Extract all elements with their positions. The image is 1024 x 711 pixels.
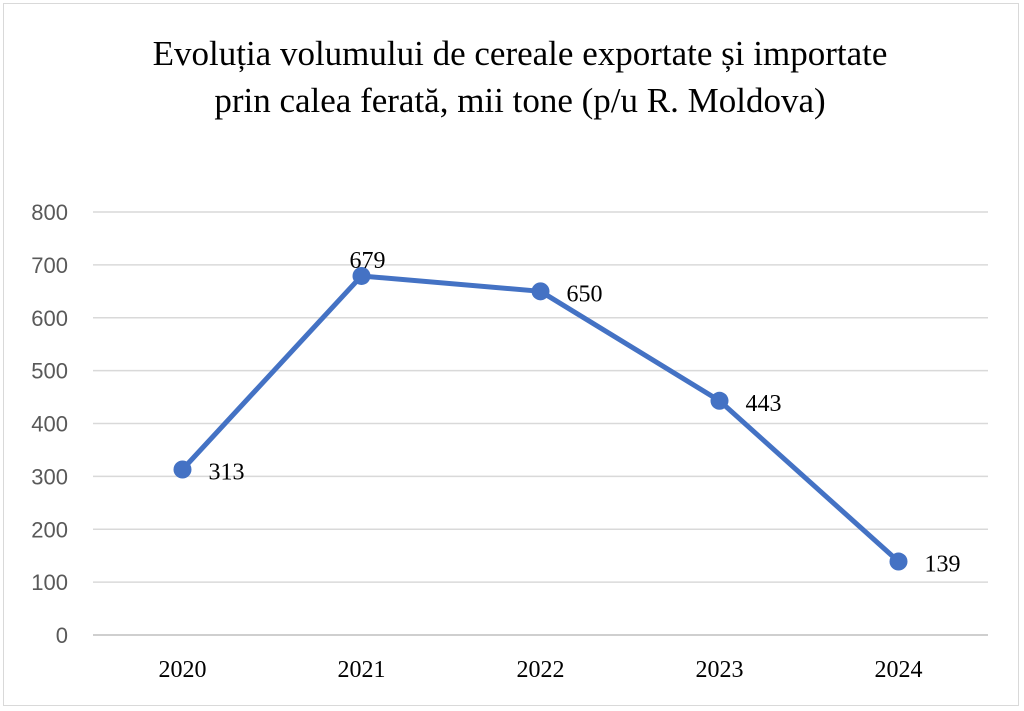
y-tick-label: 700 bbox=[31, 253, 68, 278]
x-tick-label: 2023 bbox=[696, 657, 744, 683]
y-tick-label: 100 bbox=[31, 570, 68, 595]
y-tick-label: 300 bbox=[31, 464, 68, 489]
y-tick-label: 400 bbox=[31, 412, 68, 437]
data-label: 139 bbox=[925, 552, 961, 578]
data-label: 313 bbox=[209, 460, 245, 486]
x-tick-label: 2020 bbox=[159, 657, 207, 683]
data-label: 679 bbox=[350, 248, 386, 274]
data-point bbox=[352, 266, 371, 285]
chart-title: Evoluția volumului de cereale exportate … bbox=[152, 34, 888, 120]
data-label: 650 bbox=[567, 281, 603, 307]
x-tick-label: 2024 bbox=[875, 657, 923, 683]
data-point bbox=[710, 391, 729, 410]
y-tick-label: 600 bbox=[31, 306, 68, 331]
y-tick-label: 800 bbox=[31, 200, 68, 225]
data-point bbox=[173, 460, 192, 479]
chart-frame bbox=[3, 3, 1019, 706]
y-tick-label: 0 bbox=[56, 623, 68, 648]
x-tick-label: 2022 bbox=[517, 657, 565, 683]
data-point bbox=[889, 552, 908, 571]
y-tick-label: 200 bbox=[31, 517, 68, 542]
series-line bbox=[180, 273, 901, 565]
y-tick-label: 500 bbox=[31, 359, 68, 384]
x-tick-label: 2021 bbox=[338, 657, 386, 683]
data-label: 443 bbox=[746, 391, 782, 417]
data-point bbox=[531, 282, 550, 301]
